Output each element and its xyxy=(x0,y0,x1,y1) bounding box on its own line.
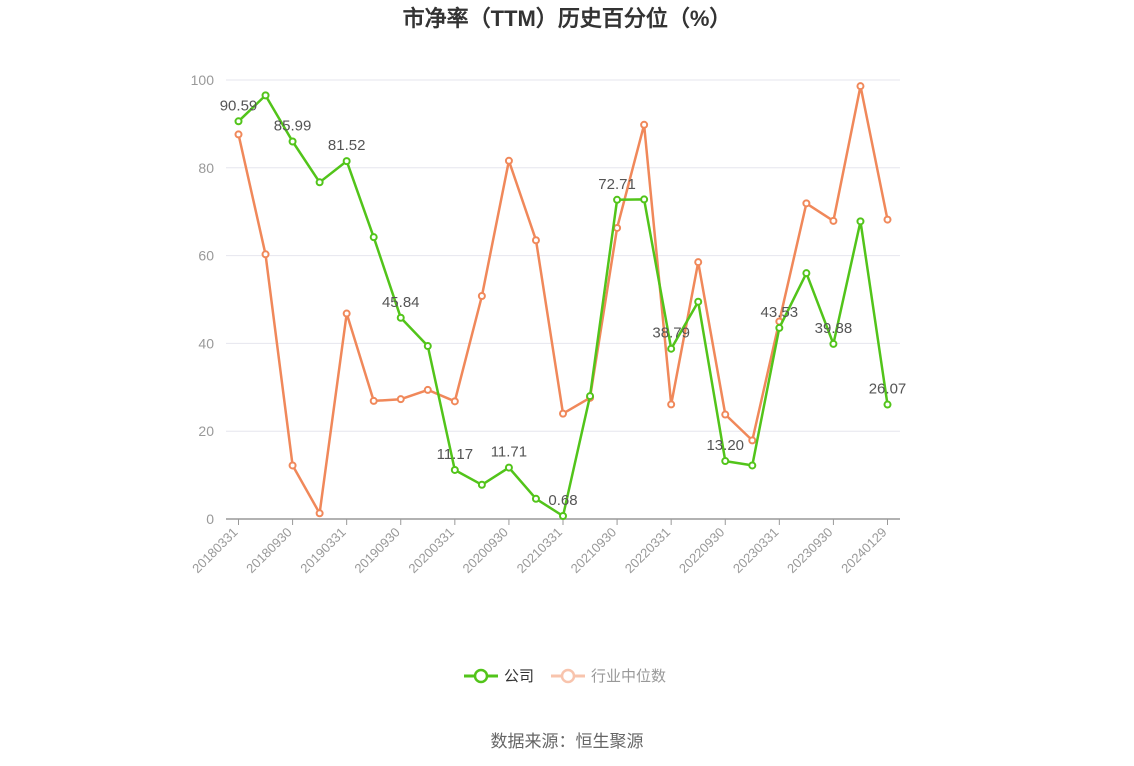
point-s0-0 xyxy=(234,117,243,126)
data-label-14: 72.71 xyxy=(598,176,636,193)
y-tick-label-0: 0 xyxy=(206,511,214,527)
point-s0-20 xyxy=(775,323,784,332)
legend-item-company[interactable]: 公司 xyxy=(464,668,534,685)
data-label-16: 38.79 xyxy=(652,325,690,342)
point-s1-12 xyxy=(559,409,567,418)
legend-industry-label: 行业中位数 xyxy=(591,668,666,685)
y-tick-label-100: 100 xyxy=(191,72,215,88)
data-label-4: 81.52 xyxy=(328,137,366,154)
point-s0-3 xyxy=(315,178,324,187)
point-s1-23 xyxy=(856,82,865,91)
point-s1-14 xyxy=(613,223,622,232)
x-tick-label-20220331: 20220331 xyxy=(622,525,674,577)
point-s1-0 xyxy=(234,130,243,139)
point-s1-3 xyxy=(315,509,324,518)
data-label-8: 11.17 xyxy=(437,446,473,463)
legend[interactable]: 公司 行业中位数 xyxy=(464,668,666,685)
point-s1-21 xyxy=(802,199,811,208)
point-s1-22 xyxy=(829,216,838,225)
x-tick-label-20200930: 20200930 xyxy=(460,525,512,577)
x-tick-label-20180331: 20180331 xyxy=(189,525,241,577)
x-tick-label-20190930: 20190930 xyxy=(351,525,403,577)
point-s1-5 xyxy=(369,396,378,405)
x-tick-label-20180930: 20180930 xyxy=(243,525,295,577)
data-source: 数据来源：恒生聚源 xyxy=(491,732,644,751)
point-s0-17 xyxy=(694,297,703,306)
x-axis: 20180331 20180930 20190331 20190930 20200331… xyxy=(189,518,900,577)
y-tick-label-60: 60 xyxy=(198,248,214,264)
y-tick-label-80: 80 xyxy=(198,160,214,176)
point-s1-2 xyxy=(288,461,297,470)
grid xyxy=(226,79,900,432)
point-s1-18 xyxy=(721,410,730,419)
point-s0-5 xyxy=(369,233,378,242)
point-s0-19 xyxy=(748,461,757,470)
point-s1-16 xyxy=(667,400,676,409)
data-label-12: 0.68 xyxy=(548,492,577,509)
point-s0-10 xyxy=(504,463,513,472)
point-s1-8 xyxy=(450,397,459,406)
x-tick-label-20220930: 20220930 xyxy=(676,525,728,577)
point-s1-19 xyxy=(748,436,757,445)
point-s0-11 xyxy=(531,494,540,503)
data-label-6: 45.84 xyxy=(382,294,420,311)
point-s0-14 xyxy=(613,195,622,204)
point-s0-22 xyxy=(829,339,838,348)
point-s0-12 xyxy=(559,512,567,521)
point-s0-21 xyxy=(802,269,811,278)
x-tick-label-20230331: 20230331 xyxy=(730,525,782,577)
data-label-20: 43.53 xyxy=(761,304,799,321)
point-s0-2 xyxy=(288,137,297,146)
point-s1-6 xyxy=(396,395,405,404)
data-label-24: 26.07 xyxy=(869,381,907,398)
point-s1-7 xyxy=(423,385,432,394)
point-s1-24 xyxy=(883,215,892,224)
legend-company-label: 公司 xyxy=(504,668,534,685)
point-s1-17 xyxy=(694,258,703,267)
point-s0-13 xyxy=(586,392,595,401)
data-label-0: 90.59 xyxy=(220,97,258,114)
x-tick-label-20240129: 20240129 xyxy=(838,525,890,577)
x-tick-label-20190331: 20190331 xyxy=(297,525,349,577)
data-label-2: 85.99 xyxy=(274,118,312,135)
point-s0-6 xyxy=(396,313,405,322)
point-s0-8 xyxy=(450,465,459,474)
y-tick-label-40: 40 xyxy=(198,335,214,351)
point-s0-9 xyxy=(477,480,486,489)
data-label-22: 39.88 xyxy=(815,320,853,337)
y-tick-label-20: 20 xyxy=(198,423,214,439)
point-s0-16 xyxy=(667,344,676,353)
data-label-18: 13.20 xyxy=(706,437,744,454)
point-s0-24 xyxy=(883,400,892,409)
x-tick-label-20200331: 20200331 xyxy=(405,525,457,577)
y-axis: 0 20 40 60 80 100 xyxy=(191,72,215,527)
point-s0-18 xyxy=(721,457,730,466)
point-s1-4 xyxy=(342,309,351,318)
point-s0-23 xyxy=(856,217,865,226)
legend-item-industry[interactable]: 行业中位数 xyxy=(551,668,666,685)
data-label-10: 11.71 xyxy=(491,444,527,461)
series-group xyxy=(234,82,892,521)
chart-title: 市净率（TTM）历史百分位（%） xyxy=(403,6,732,31)
legend-industry-marker xyxy=(560,668,576,684)
point-s0-15 xyxy=(640,195,649,204)
point-s1-9 xyxy=(477,291,486,300)
point-s0-7 xyxy=(423,342,432,351)
point-s1-10 xyxy=(504,156,513,165)
legend-company-marker xyxy=(473,668,489,684)
x-tick-label-20210331: 20210331 xyxy=(514,525,566,577)
point-s0-4 xyxy=(342,157,351,166)
x-tick-label-20210930: 20210930 xyxy=(568,525,620,577)
point-s1-11 xyxy=(531,236,540,245)
point-s1-1 xyxy=(261,250,270,259)
point-s0-1 xyxy=(261,91,270,100)
x-tick-label-20230930: 20230930 xyxy=(784,525,836,577)
data-labels: 90.59 85.99 81.52 45.84 11.17 11.71 0.68 72.71 3… xyxy=(220,97,907,509)
point-s1-15 xyxy=(640,120,649,129)
